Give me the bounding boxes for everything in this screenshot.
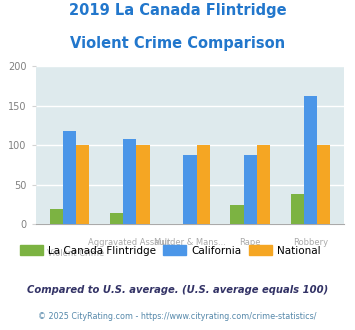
Text: All Violent Crime: All Violent Crime — [34, 249, 104, 258]
Text: Murder & Mans...: Murder & Mans... — [154, 238, 226, 247]
Text: Aggravated Assault: Aggravated Assault — [88, 238, 171, 247]
Text: Rape: Rape — [239, 238, 261, 247]
Bar — [317, 145, 330, 224]
Bar — [290, 194, 304, 224]
Bar — [197, 145, 210, 224]
Text: Violent Crime Comparison: Violent Crime Comparison — [70, 36, 285, 51]
Bar — [136, 145, 149, 224]
Bar — [123, 139, 136, 224]
Bar — [230, 205, 244, 224]
Text: © 2025 CityRating.com - https://www.cityrating.com/crime-statistics/: © 2025 CityRating.com - https://www.city… — [38, 312, 317, 321]
Bar — [183, 155, 197, 224]
Bar — [257, 145, 270, 224]
Bar — [76, 145, 89, 224]
Bar — [50, 209, 63, 224]
Text: Compared to U.S. average. (U.S. average equals 100): Compared to U.S. average. (U.S. average … — [27, 285, 328, 295]
Bar — [63, 131, 76, 224]
Text: 2019 La Canada Flintridge: 2019 La Canada Flintridge — [69, 3, 286, 18]
Bar — [304, 96, 317, 224]
Text: Robbery: Robbery — [293, 238, 328, 247]
Legend: La Canada Flintridge, California, National: La Canada Flintridge, California, Nation… — [16, 241, 325, 260]
Bar — [244, 155, 257, 224]
Bar — [110, 213, 123, 224]
